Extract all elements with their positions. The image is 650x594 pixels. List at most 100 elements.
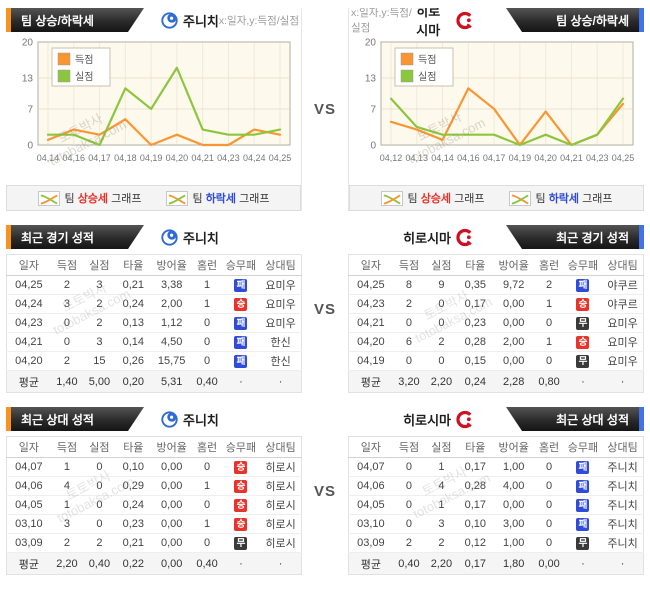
table-cell: 0: [425, 351, 458, 371]
result-badge: 승: [576, 335, 590, 349]
svg-text:04,17: 04,17: [483, 153, 506, 163]
result-badge: 패: [576, 479, 590, 493]
trend-chart-hiroshima: 0 7 13 20 04,12 04,13 04,14 04,16 04,17 04,19 04,2…: [349, 37, 641, 177]
column-header: 상대팀: [602, 254, 644, 276]
column-header: 타율: [115, 436, 152, 458]
result-cell: 무: [221, 533, 261, 553]
table-cell: 0,28: [457, 332, 494, 352]
table-cell: 평균: [348, 552, 393, 575]
table-cell: 04,07: [6, 457, 51, 477]
axis-note: x:일자,y:득점/실점: [218, 14, 300, 27]
table-cell: 3: [50, 514, 84, 534]
column-header: 타율: [115, 254, 152, 276]
table-cell: 히로시: [260, 457, 302, 477]
table-cell: 0,00: [493, 294, 535, 314]
svg-text:04,16: 04,16: [457, 153, 480, 163]
result-cell: 무: [563, 351, 603, 371]
table-cell: 0,40: [392, 552, 426, 575]
table-cell: 1,00: [493, 457, 535, 477]
table-cell: 히로시: [260, 514, 302, 534]
table-cell: 0,00: [151, 533, 193, 553]
average-row: 평균 2,20 0,40 0,22 0,00 0,40 · ·: [6, 552, 302, 575]
table-cell: 요미우: [260, 313, 302, 333]
head-to-head-table-chunichi: 일자 득점 실점 타율 방어율 홈런 승무패 상대팀 04,07 1 0 0,10 0,00 0 승 히로시 0…: [6, 436, 302, 575]
result-cell: 패: [221, 351, 261, 371]
table-cell: 0: [192, 457, 222, 477]
table-cell: 히로시: [260, 476, 302, 496]
table-cell: 3: [83, 275, 116, 295]
head-to-head-panel-hiroshima: 히로시마 최근 상대 성적 일자 득점 실점 타율 방어율 홈런 승무패 상대팀 04,07 0 1…: [348, 407, 644, 575]
table-cell: 0: [392, 313, 426, 333]
table-row: 04,23 0 2 0,13 1,12 0 패 요미우: [6, 313, 302, 333]
result-badge: 승: [234, 297, 248, 311]
svg-text:7: 7: [27, 104, 33, 115]
table-cell: 0,21: [115, 275, 152, 295]
table-cell: 0: [50, 332, 84, 352]
vs-label: VS: [313, 101, 336, 118]
team-name: 주니치: [183, 13, 219, 29]
table-cell: 03,09: [348, 533, 393, 553]
table-cell: 요미우: [602, 313, 644, 333]
svg-text:04,20: 04,20: [534, 153, 557, 163]
result-cell: 승: [221, 457, 261, 477]
column-header: 일자: [6, 254, 51, 276]
table-cell: 0,26: [115, 351, 152, 371]
column-header: 홈런: [192, 254, 222, 276]
table-cell: 2: [50, 275, 84, 295]
result-badge: 승: [576, 297, 590, 311]
table-cell: 0: [534, 313, 564, 333]
table-cell: 평균: [6, 552, 51, 575]
vs-divider-bottom: VS: [302, 407, 348, 575]
table-cell: 15,75: [151, 351, 193, 371]
table-cell: ·: [602, 370, 644, 393]
table-cell: 0: [83, 495, 116, 515]
table-row: 04,21 0 0 0,23 0,00 0 무 요미우: [348, 313, 644, 333]
team-name: 주니치: [183, 230, 219, 246]
table-row: 04,25 2 3 0,21 3,38 1 패 요미우: [6, 275, 302, 295]
table-cell: 0,15: [457, 351, 494, 371]
table-cell: 주니치: [602, 514, 644, 534]
average-row: 평균 1,40 5,00 0,20 5,31 0,40 · ·: [6, 370, 302, 393]
table-cell: 2,00: [493, 332, 535, 352]
trend-up-legend: 팀 상승세 그래프: [37, 190, 142, 206]
orange-accent-bar: [6, 407, 11, 431]
table-cell: 1: [192, 514, 222, 534]
column-header: 득점: [392, 436, 426, 458]
column-header: 방어율: [151, 254, 193, 276]
orange-accent-bar: [6, 8, 11, 32]
table-cell: 1: [50, 457, 84, 477]
table-row: 04,23 2 0 0,17 0,00 1 승 야쿠르: [348, 294, 644, 314]
table-cell: 0,13: [115, 313, 152, 333]
head-to-head-table-hiroshima: 일자 득점 실점 타율 방어율 홈런 승무패 상대팀 04,07 0 1 0,17 1,00 0 패 주니치 0…: [348, 436, 644, 575]
table-cell: ·: [602, 552, 644, 575]
svg-text:13: 13: [22, 74, 34, 85]
table-cell: 0,40: [192, 370, 222, 393]
svg-text:0: 0: [27, 141, 33, 152]
trend-down-legend: 팀 하락세 그래프: [508, 190, 613, 206]
team-name: 히로시마: [403, 230, 451, 246]
table-cell: 3,00: [493, 514, 535, 534]
result-badge: 패: [234, 278, 248, 292]
table-row: 04,05 0 1 0,17 0,00 0 패 주니치: [348, 495, 644, 515]
trend-tab-hiroshima: 팀 상승/하락세: [506, 8, 644, 32]
recent-form-header-hiroshima: 히로시마 최근 경기 성적: [348, 225, 644, 249]
trend-panel-chunichi: 팀 상승/하락세 주니치 x:일자,y:득점/실점 0 7 13 20 04,14 04,…: [6, 8, 302, 211]
table-cell: 0,24: [115, 495, 152, 515]
table-cell: 1: [534, 332, 564, 352]
result-cell: 무: [563, 533, 603, 553]
column-header: 득점: [50, 436, 84, 458]
table-cell: 2,00: [151, 294, 193, 314]
table-cell: 0,22: [115, 552, 152, 575]
legend-text: 팀 상승세 그래프: [64, 193, 142, 205]
trend-up-legend: 팀 상승세 그래프: [380, 190, 485, 206]
table-cell: 4,50: [151, 332, 193, 352]
table-row: 04,24 3 2 0,24 2,00 1 승 요미우: [6, 294, 302, 314]
table-cell: 4: [50, 476, 84, 496]
column-header: 득점: [50, 254, 84, 276]
team-hiroshima: 히로시마: [403, 410, 474, 429]
column-header: 타율: [457, 254, 494, 276]
table-cell: 0: [392, 457, 426, 477]
table-cell: 요미우: [602, 332, 644, 352]
trend-legend-bar: 팀 상승세 그래프 팀 하락세 그래프: [349, 185, 644, 211]
